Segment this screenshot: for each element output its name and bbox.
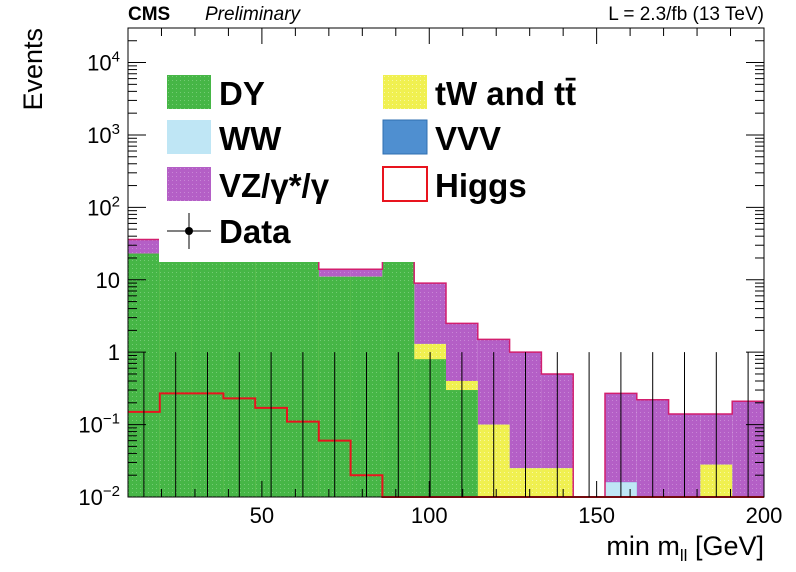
legend-swatch-higgs — [382, 166, 428, 202]
legend: DY tW and tt̄ WW VVV VZ/γ*/γ Higgs Data — [159, 64, 599, 262]
plot-area — [128, 238, 764, 498]
x-tick-label: 50 — [250, 503, 274, 528]
legend-label-vvv: VVV — [435, 120, 501, 157]
legend-background — [159, 64, 599, 262]
y-tick-label: 10 — [96, 268, 120, 293]
legend-swatch-vz- — [167, 167, 211, 201]
y-tick-label: 104 — [87, 49, 120, 76]
y-tick-label: 10−1 — [78, 411, 120, 438]
legend-label-vz-: VZ/γ*/γ — [219, 167, 330, 204]
y-tick-label: 103 — [87, 121, 120, 148]
axes: 50 100 150 200 10−2 10−1 1 10 102 103 104 — [78, 27, 783, 528]
legend-swatch-ww — [167, 120, 211, 154]
legend-label-ww: WW — [219, 120, 282, 157]
x-axis-title: min mll [GeV] — [606, 531, 764, 565]
lumi-label: L = 2.3/fb (13 TeV) — [608, 4, 764, 25]
legend-marker-dot — [185, 227, 193, 235]
x-tick-label: 150 — [578, 503, 615, 528]
legend-swatch-tw-and-tt- — [383, 75, 427, 109]
x-tick-label: 100 — [411, 503, 448, 528]
legend-label-higgs: Higgs — [435, 167, 527, 204]
y-axis-title: Events — [18, 28, 48, 111]
legend-swatch-dy — [167, 75, 211, 109]
legend-label-tw-and-tt-: tW and tt̄ — [435, 75, 576, 112]
plot-frame — [127, 27, 765, 498]
legend-label-dy: DY — [219, 75, 265, 112]
legend-label-data: Data — [219, 213, 291, 250]
experiment-label: CMS — [128, 4, 170, 25]
y-tick-label: 102 — [87, 193, 120, 220]
y-tick-label: 1 — [108, 340, 120, 365]
status-label: Preliminary — [205, 4, 302, 25]
y-tick-label: 10−2 — [78, 483, 120, 510]
x-tick-label: 200 — [746, 503, 783, 528]
legend-swatch-vvv — [382, 119, 428, 155]
